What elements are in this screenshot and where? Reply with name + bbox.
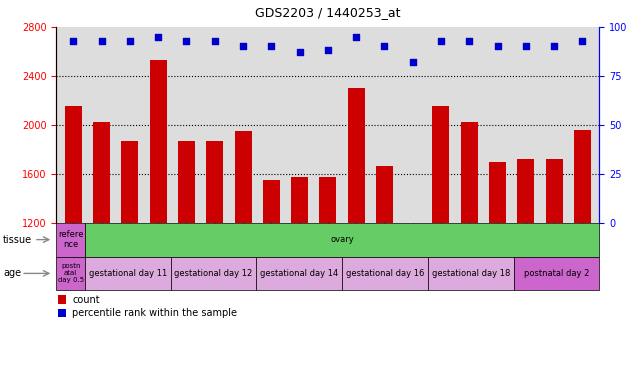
- Text: gestational day 18: gestational day 18: [431, 269, 510, 278]
- Point: [322, 47, 333, 53]
- Bar: [376, 166, 393, 223]
- Point: [492, 43, 503, 50]
- Point: [97, 38, 107, 44]
- Point: [153, 34, 163, 40]
- Point: [125, 38, 135, 44]
- Bar: [574, 130, 591, 223]
- Point: [436, 38, 446, 44]
- Point: [266, 43, 276, 50]
- Text: postnatal day 2: postnatal day 2: [524, 269, 589, 278]
- Point: [294, 49, 304, 55]
- Bar: [235, 131, 251, 223]
- Bar: [93, 122, 110, 223]
- Bar: [347, 88, 365, 223]
- Bar: [319, 177, 337, 223]
- Text: gestational day 14: gestational day 14: [260, 269, 338, 278]
- Bar: [489, 162, 506, 223]
- Bar: [517, 159, 535, 223]
- Point: [408, 59, 418, 65]
- Text: age: age: [3, 268, 21, 278]
- Bar: [433, 106, 449, 223]
- Bar: [65, 106, 82, 223]
- Bar: [291, 177, 308, 223]
- Bar: [404, 223, 421, 225]
- Point: [351, 34, 362, 40]
- Bar: [461, 122, 478, 223]
- Text: gestational day 11: gestational day 11: [88, 269, 167, 278]
- Bar: [121, 141, 138, 223]
- Text: percentile rank within the sample: percentile rank within the sample: [72, 308, 237, 318]
- Bar: [545, 159, 563, 223]
- Text: gestational day 12: gestational day 12: [174, 269, 253, 278]
- Point: [520, 43, 531, 50]
- Bar: [206, 141, 223, 223]
- Point: [68, 38, 78, 44]
- Text: refere
nce: refere nce: [58, 230, 83, 249]
- Text: postn
atal
day 0.5: postn atal day 0.5: [58, 263, 84, 283]
- Point: [578, 38, 588, 44]
- Text: ovary: ovary: [330, 235, 354, 244]
- Point: [181, 38, 192, 44]
- Text: tissue: tissue: [3, 235, 32, 245]
- Bar: [150, 60, 167, 223]
- Text: count: count: [72, 295, 100, 305]
- Bar: [263, 180, 280, 223]
- Text: gestational day 16: gestational day 16: [346, 269, 424, 278]
- Point: [379, 43, 390, 50]
- Point: [464, 38, 474, 44]
- Bar: [178, 141, 195, 223]
- Point: [210, 38, 220, 44]
- Text: GDS2203 / 1440253_at: GDS2203 / 1440253_at: [255, 6, 401, 19]
- Point: [549, 43, 559, 50]
- Point: [238, 43, 248, 50]
